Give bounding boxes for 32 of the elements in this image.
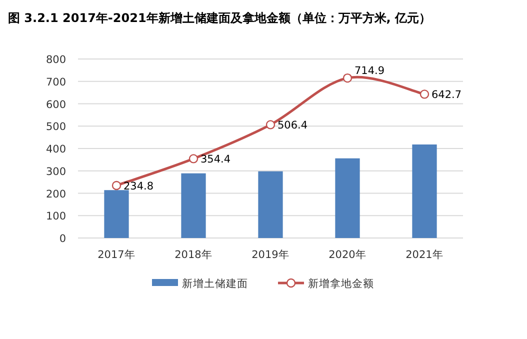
y-tick-label: 300: [46, 166, 66, 178]
bar: [258, 171, 283, 238]
bar: [181, 173, 206, 238]
x-tick-label: 2018年: [174, 249, 212, 261]
bar: [412, 144, 437, 238]
x-tick-label: 2020年: [328, 249, 366, 261]
point: [266, 120, 276, 130]
legend-label: 新增拿地金额: [308, 277, 374, 290]
data-label: 506.4: [278, 120, 308, 132]
data-label: 714.9: [354, 65, 385, 78]
y-tick-label: 0: [59, 233, 66, 245]
y-tick-label: 800: [46, 54, 66, 66]
legend-label: 新增土储建面: [182, 277, 248, 290]
x-tick-label: 2021年: [406, 249, 444, 261]
y-tick-label: 500: [46, 121, 66, 134]
data-label: 642.7: [432, 89, 462, 102]
y-tick-label: 200: [46, 188, 66, 200]
point: [188, 154, 198, 164]
point: [342, 73, 352, 83]
x-tick-label: 2017年: [98, 249, 136, 261]
y-tick-label: 400: [46, 144, 66, 156]
point: [420, 90, 430, 99]
chart-title: 图 3.2.1 2017年-2021年新增土储建面及拿地金额（单位：万平方米, 亿元）: [8, 11, 432, 25]
bar: [104, 190, 129, 238]
point: [112, 180, 122, 190]
y-tick-label: 700: [46, 76, 66, 88]
data-label: 234.8: [124, 180, 154, 192]
data-label: 354.4: [200, 154, 231, 166]
y-tick-label: 600: [46, 98, 66, 111]
bar: [335, 158, 360, 238]
y-tick-label: 100: [46, 210, 66, 223]
x-tick-label: 2019年: [252, 249, 290, 261]
